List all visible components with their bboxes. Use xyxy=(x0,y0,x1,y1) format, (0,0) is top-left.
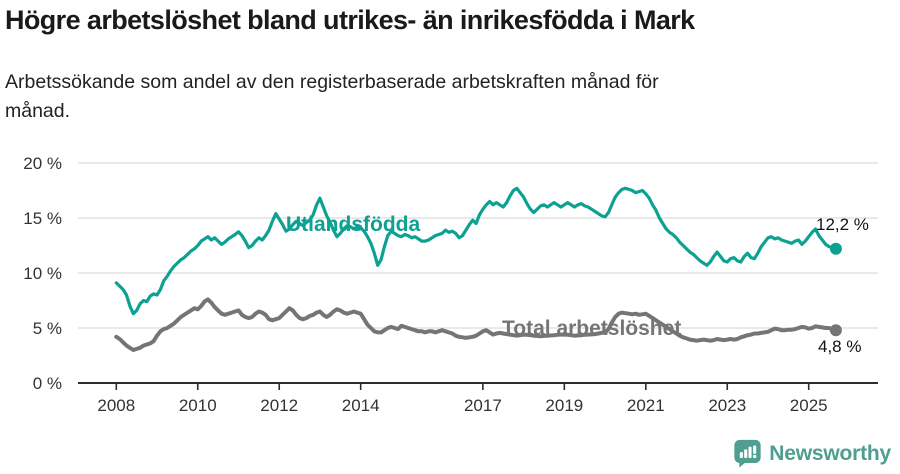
x-axis-tick-label: 2008 xyxy=(97,396,135,415)
unemployment-line-chart: 0 % 5 % 10 % 15 % 20 % 2008 2010 2012 2014 2017 20… xyxy=(23,154,878,415)
x-axis-tick-label: 2012 xyxy=(260,396,298,415)
y-axis-tick-label: 10 % xyxy=(23,264,62,283)
x-axis-tick-label: 2023 xyxy=(708,396,746,415)
end-value-label-utlandsfodda: 12,2 % xyxy=(816,215,869,234)
end-dot-total-arbetsl-shet xyxy=(829,324,842,337)
y-axis-tick-label: 5 % xyxy=(33,319,62,338)
end-dot-utlandsf-dda xyxy=(829,242,842,255)
y-axis-tick-label: 20 % xyxy=(23,154,62,173)
series-label-total-arbetsloshet: Total arbetslöshet xyxy=(502,317,682,340)
x-axis-tick-label: 2021 xyxy=(627,396,665,415)
line-utlandsf-dda xyxy=(114,186,838,316)
page-title: Högre arbetslöshet bland utrikes- än inr… xyxy=(5,5,695,35)
x-axis-tick-label: 2017 xyxy=(464,396,502,415)
y-axis-tick-label: 0 % xyxy=(33,374,62,393)
x-axis-tick-label: 2019 xyxy=(545,396,583,415)
newsworthy-logo: Newsworthy xyxy=(733,439,891,468)
end-value-label-total: 4,8 % xyxy=(818,337,862,356)
x-axis-tick-label: 2025 xyxy=(790,396,828,415)
y-axis-tick-label: 15 % xyxy=(23,209,62,228)
line-total-arbetsl-shet xyxy=(114,297,838,352)
series-label-utlandsfodda: Utlandsfödda xyxy=(286,213,421,236)
chart-subtitle: Arbetssökande som andel av den registerb… xyxy=(5,71,659,123)
x-axis-tick-label: 2010 xyxy=(179,396,217,415)
newsworthy-speech-bubble-icon xyxy=(734,439,761,468)
newsworthy-wordmark: Newsworthy xyxy=(769,441,891,465)
x-axis-tick-label: 2014 xyxy=(342,396,380,415)
